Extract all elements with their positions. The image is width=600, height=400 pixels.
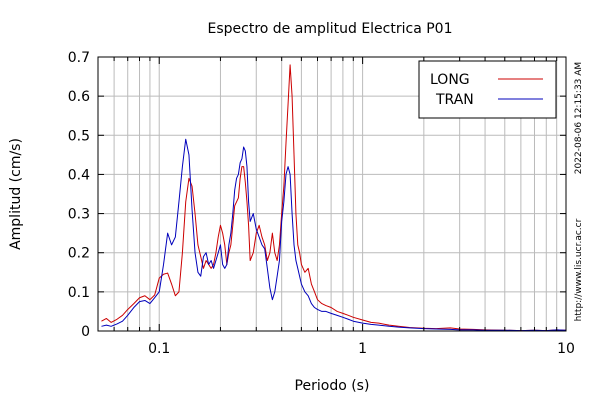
- y-tick-label: 0: [81, 324, 90, 340]
- legend-box: [418, 60, 557, 119]
- legend-label-long: LONG: [430, 72, 470, 88]
- x-tick-label: 10: [557, 341, 575, 357]
- y-tick-label: 0.3: [68, 207, 90, 223]
- y-tick-label: 0.1: [68, 285, 90, 301]
- x-tick-label: 1: [358, 341, 367, 357]
- plot-frame: [97, 56, 567, 332]
- y-axis-label: Amplitud (cm/s): [8, 138, 24, 250]
- y-tick-label: 0.5: [68, 128, 90, 144]
- source-url-label: http://www.lis.ucr.ac.cr: [574, 218, 584, 321]
- series-lines: [101, 64, 567, 332]
- y-tick-label: 0.6: [68, 89, 90, 105]
- legend: LONG TRAN: [418, 60, 557, 119]
- legend-label-tran: TRAN: [435, 92, 474, 108]
- axis-ticks: 0 0.1 0.2 0.3 0.4 0.5 0.6 0.7 0.1 1 10: [68, 50, 575, 357]
- y-tick-label: 0.7: [68, 50, 90, 66]
- y-tick-label: 0.4: [68, 167, 90, 183]
- x-tick-label: 0.1: [148, 341, 170, 357]
- timestamp-label: 2022-08-06 12:15:33 AM: [574, 62, 584, 174]
- series-line-long: [101, 64, 567, 332]
- x-axis-label: Periodo (s): [295, 378, 370, 394]
- y-tick-label: 0.2: [68, 246, 90, 262]
- chart-title: Espectro de amplitud Electrica P01: [208, 21, 453, 37]
- series-line-tran: [101, 138, 567, 332]
